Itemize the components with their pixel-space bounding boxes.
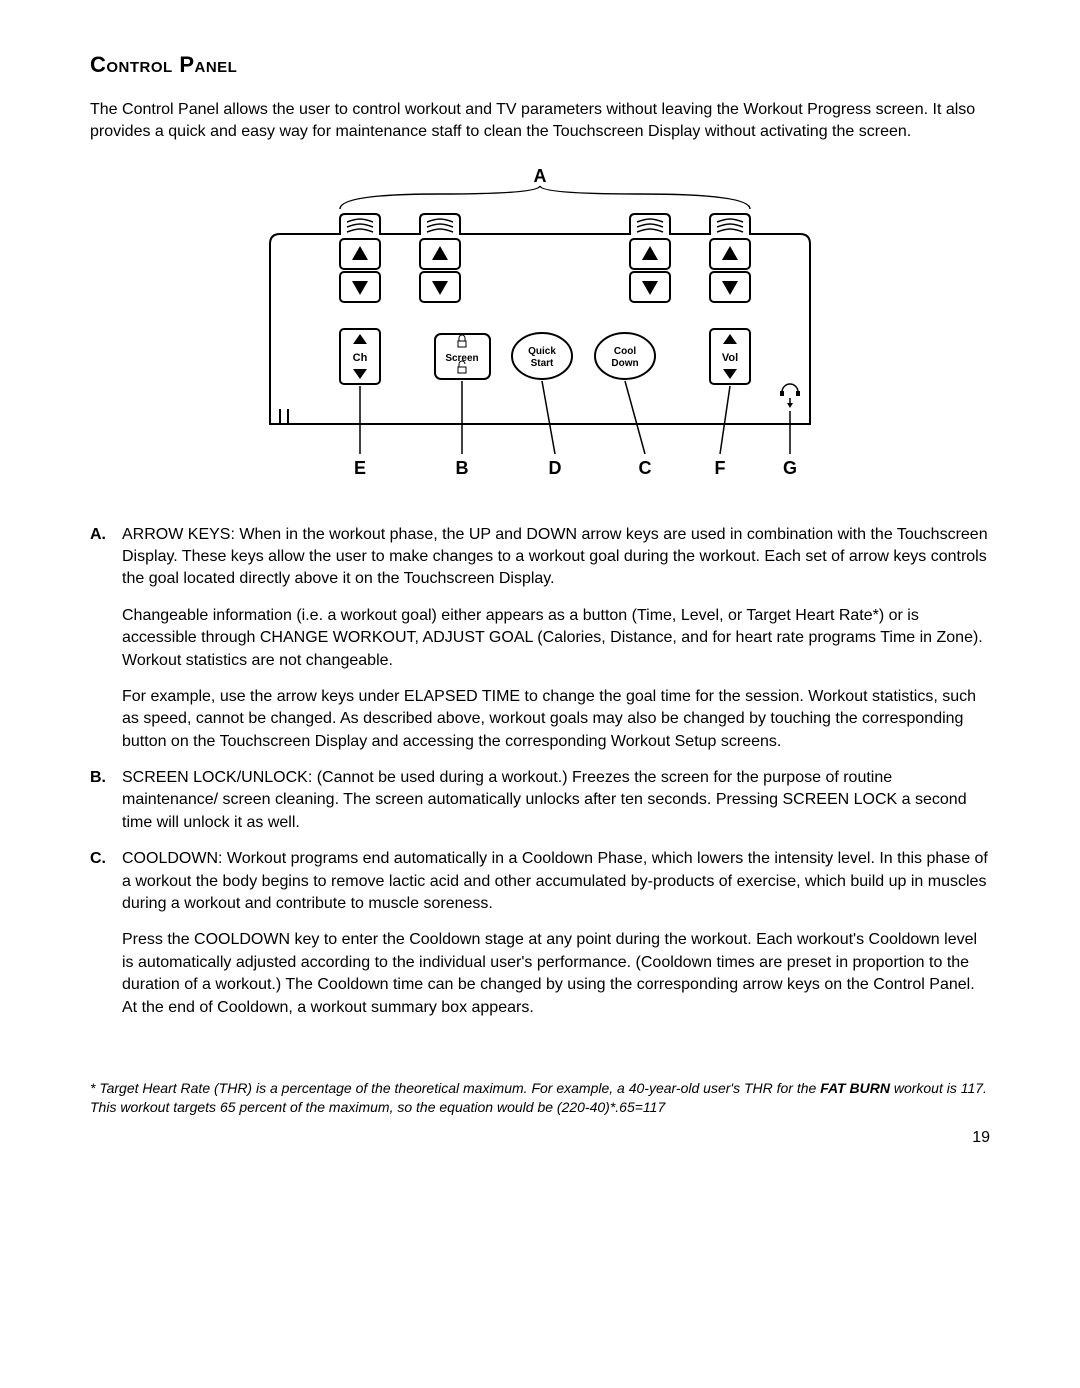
diagram-label-g: G bbox=[783, 458, 797, 478]
diagram-label-f: F bbox=[715, 458, 726, 478]
paragraph: For example, use the arrow keys under EL… bbox=[122, 686, 990, 753]
svg-text:Vol: Vol bbox=[722, 352, 738, 364]
paragraph: Changeable information (i.e. a workout g… bbox=[122, 605, 990, 672]
channel-button-group: Ch bbox=[340, 329, 380, 384]
list-letter: C. bbox=[90, 848, 122, 1019]
paragraph: SCREEN LOCK/UNLOCK: (Cannot be used duri… bbox=[122, 767, 990, 834]
svg-text:Ch: Ch bbox=[353, 352, 368, 364]
footnote: * Target Heart Rate (THR) is a percentag… bbox=[90, 1079, 990, 1117]
quick-start-button: Quick Start bbox=[512, 333, 572, 379]
page-number: 19 bbox=[90, 1127, 990, 1149]
paragraph: ARROW KEYS: When in the workout phase, t… bbox=[122, 524, 990, 591]
list-body: COOLDOWN: Workout programs end automatic… bbox=[122, 848, 990, 1019]
list-item-a: A. ARROW KEYS: When in the workout phase… bbox=[90, 524, 990, 754]
list-item-c: C. COOLDOWN: Workout programs end automa… bbox=[90, 848, 990, 1019]
volume-button-group: Vol bbox=[710, 329, 750, 384]
list-body: SCREEN LOCK/UNLOCK: (Cannot be used duri… bbox=[122, 767, 990, 834]
intro-paragraph: The Control Panel allows the user to con… bbox=[90, 99, 990, 144]
list-letter: A. bbox=[90, 524, 122, 754]
list-item-b: B. SCREEN LOCK/UNLOCK: (Cannot be used d… bbox=[90, 767, 990, 834]
diagram-label-c: C bbox=[639, 458, 652, 478]
svg-text:Screen: Screen bbox=[445, 353, 478, 364]
cool-down-button: Cool Down bbox=[595, 333, 655, 379]
svg-text:Quick: Quick bbox=[528, 346, 556, 357]
svg-text:Down: Down bbox=[611, 358, 638, 369]
svg-text:Start: Start bbox=[531, 358, 554, 369]
diagram-label-e: E bbox=[354, 458, 366, 478]
paragraph: Press the COOLDOWN key to enter the Cool… bbox=[122, 929, 990, 1019]
diagram-label-b: B bbox=[456, 458, 469, 478]
svg-text:Cool: Cool bbox=[614, 346, 636, 357]
page-title: Control Panel bbox=[90, 50, 990, 81]
list-letter: B. bbox=[90, 767, 122, 834]
paragraph: COOLDOWN: Workout programs end automatic… bbox=[122, 848, 990, 915]
list-body: ARROW KEYS: When in the workout phase, t… bbox=[122, 524, 990, 754]
screen-lock-button: Screen bbox=[435, 334, 490, 379]
control-panel-diagram: A bbox=[210, 164, 870, 494]
diagram-label-d: D bbox=[549, 458, 562, 478]
diagram-label-a: A bbox=[534, 166, 547, 186]
